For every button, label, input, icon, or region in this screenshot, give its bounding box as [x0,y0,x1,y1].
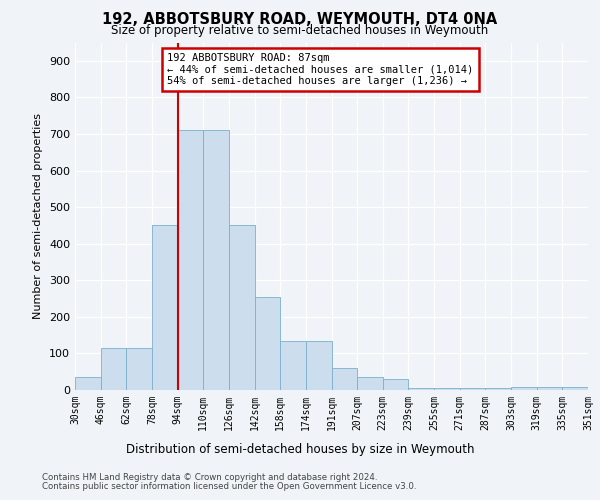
Bar [203,130,229,390]
Bar [178,130,203,390]
Text: Contains HM Land Registry data © Crown copyright and database right 2024.: Contains HM Land Registry data © Crown c… [42,472,377,482]
Bar [434,388,460,390]
Text: 192, ABBOTSBURY ROAD, WEYMOUTH, DT4 0NA: 192, ABBOTSBURY ROAD, WEYMOUTH, DT4 0NA [103,12,497,28]
Text: Size of property relative to semi-detached houses in Weymouth: Size of property relative to semi-detach… [112,24,488,37]
Bar [383,379,409,390]
Text: 192 ABBOTSBURY ROAD: 87sqm
← 44% of semi-detached houses are smaller (1,014)
54%: 192 ABBOTSBURY ROAD: 87sqm ← 44% of semi… [167,53,473,86]
Bar [280,340,306,390]
Bar [409,388,434,390]
Bar [511,387,537,390]
Bar [485,388,511,390]
Bar [152,226,178,390]
Bar [562,388,588,390]
Text: Distribution of semi-detached houses by size in Weymouth: Distribution of semi-detached houses by … [126,442,474,456]
Bar [460,388,485,390]
Bar [331,368,357,390]
Bar [101,348,127,390]
Bar [357,377,383,390]
Bar [75,377,101,390]
Bar [537,388,562,390]
Bar [254,296,280,390]
Bar [229,226,254,390]
Bar [306,340,331,390]
Text: Contains public sector information licensed under the Open Government Licence v3: Contains public sector information licen… [42,482,416,491]
Y-axis label: Number of semi-detached properties: Number of semi-detached properties [34,114,43,320]
Bar [127,348,152,390]
